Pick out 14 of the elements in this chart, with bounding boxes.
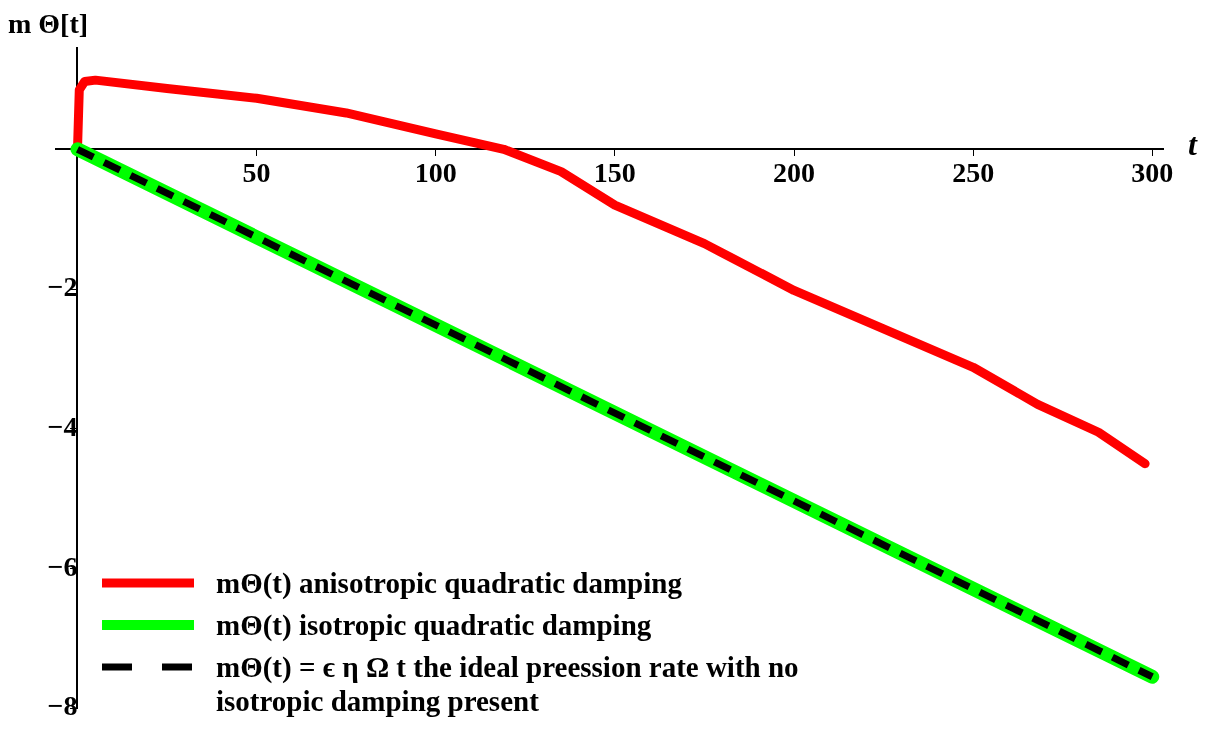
y-tick-label: −2 — [47, 271, 78, 303]
y-axis-title: m Θ[t] — [8, 8, 89, 40]
y-tick-label: −8 — [47, 690, 78, 722]
x-tick-label: 200 — [773, 157, 815, 189]
x-axis-title: t — [1188, 126, 1197, 163]
x-tick-label: 100 — [414, 157, 457, 189]
legend-label: mΘ(t) = ϵ η Ω t the ideal preession rate with no isotropic damping present — [216, 650, 800, 718]
x-tick-label: 150 — [593, 157, 636, 189]
x-tick-label: 50 — [242, 157, 271, 189]
legend-label: mΘ(t) anisotropic quadratic damping — [216, 566, 682, 600]
y-tick-label: −6 — [47, 550, 78, 582]
x-tick-label: 250 — [952, 157, 995, 189]
legend-label: mΘ(t) isotropic quadratic damping — [216, 608, 652, 642]
x-tick-label: 300 — [1131, 157, 1174, 189]
